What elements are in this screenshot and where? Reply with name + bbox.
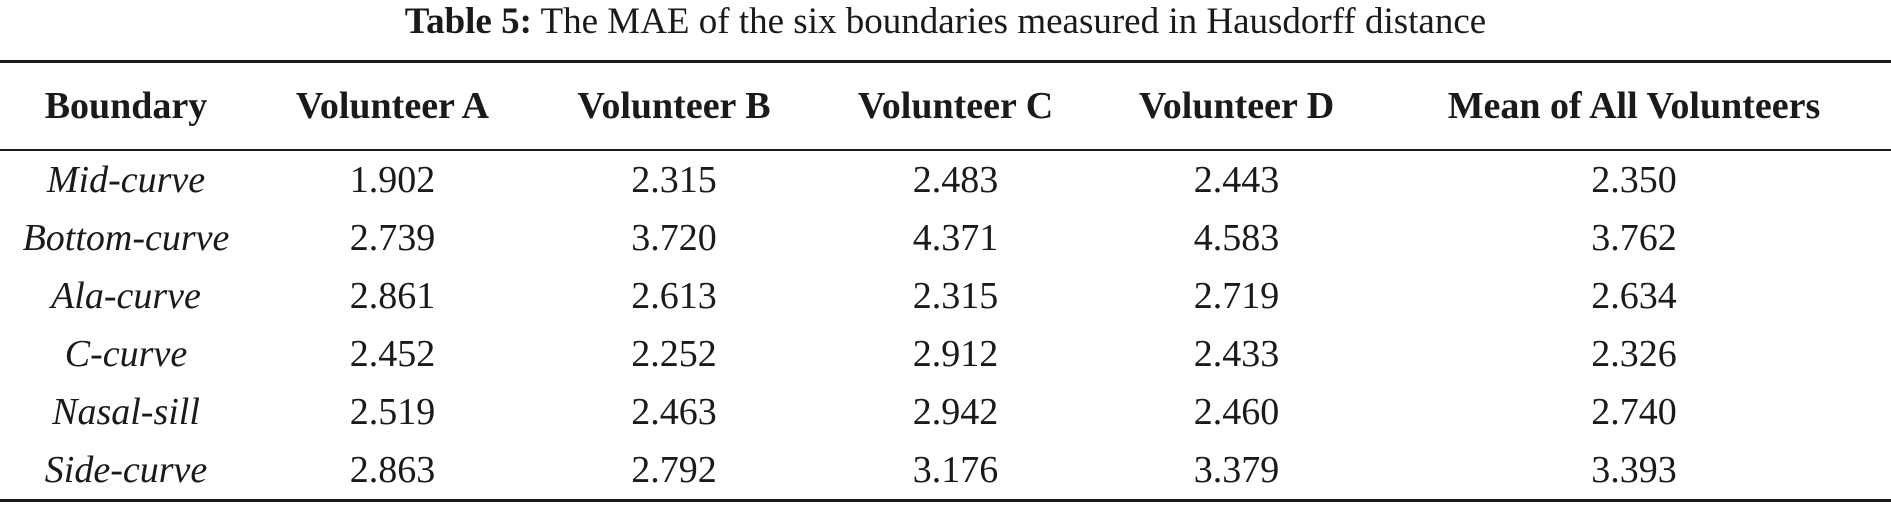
boundary-cell: Mid-curve bbox=[46, 159, 206, 201]
mean-cell: 3.393 bbox=[1591, 449, 1677, 491]
value-cell: 4.371 bbox=[912, 217, 999, 259]
value-cell: 2.315 bbox=[631, 159, 717, 201]
value-cell: 2.861 bbox=[349, 275, 436, 317]
table-caption-text: The MAE of the six boundaries measured i… bbox=[540, 1, 1487, 42]
value-cell: 1.902 bbox=[349, 159, 436, 201]
header-volunteer-d: Volunteer D bbox=[1138, 85, 1335, 127]
mean-cell: 2.350 bbox=[1591, 159, 1677, 201]
value-cell: 3.176 bbox=[912, 449, 999, 491]
value-cell: 2.443 bbox=[1193, 159, 1280, 201]
value-cell: 2.519 bbox=[349, 391, 436, 433]
value-cell: 2.792 bbox=[631, 449, 717, 491]
mean-cell: 3.762 bbox=[1591, 217, 1677, 259]
boundary-cell: C-curve bbox=[64, 333, 188, 375]
mean-cell: 2.326 bbox=[1591, 333, 1677, 375]
table-row: Nasal-sill 2.519 2.463 2.942 2.460 2.740 bbox=[0, 383, 1891, 441]
value-cell: 2.315 bbox=[912, 275, 999, 317]
results-table-container: Boundary Volunteer A Volunteer B Volunte… bbox=[0, 60, 1891, 502]
value-cell: 2.719 bbox=[1193, 275, 1280, 317]
boundary-cell: Ala-curve bbox=[51, 275, 201, 317]
value-cell: 3.379 bbox=[1193, 449, 1280, 491]
table-row: Ala-curve 2.861 2.613 2.315 2.719 2.634 bbox=[0, 267, 1891, 325]
value-cell: 2.252 bbox=[631, 333, 717, 375]
value-cell: 2.863 bbox=[349, 449, 436, 491]
header-row: Boundary Volunteer A Volunteer B Volunte… bbox=[0, 61, 1891, 150]
boundary-cell: Nasal-sill bbox=[52, 391, 200, 433]
mean-cell: 2.740 bbox=[1591, 391, 1677, 433]
table-row: C-curve 2.452 2.252 2.912 2.433 2.326 bbox=[0, 325, 1891, 383]
table-row: Mid-curve 1.902 2.315 2.483 2.443 2.350 bbox=[0, 150, 1891, 209]
table-header: Boundary Volunteer A Volunteer B Volunte… bbox=[0, 61, 1891, 150]
value-cell: 3.720 bbox=[631, 217, 717, 259]
value-cell: 2.942 bbox=[912, 391, 999, 433]
header-boundary: Boundary bbox=[44, 85, 208, 127]
value-cell: 2.613 bbox=[631, 275, 717, 317]
value-cell: 2.483 bbox=[912, 159, 999, 201]
value-cell: 2.433 bbox=[1193, 333, 1280, 375]
table-caption: Table 5: The MAE of the six boundaries m… bbox=[0, 0, 1891, 44]
header-mean: Mean of All Volunteers bbox=[1447, 85, 1821, 127]
table-row: Bottom-curve 2.739 3.720 4.371 4.583 3.7… bbox=[0, 209, 1891, 267]
header-volunteer-b: Volunteer B bbox=[577, 85, 771, 127]
table-caption-label: Table 5: bbox=[404, 1, 532, 42]
value-cell: 2.912 bbox=[912, 333, 999, 375]
value-cell: 2.739 bbox=[349, 217, 436, 259]
results-table: Boundary Volunteer A Volunteer B Volunte… bbox=[0, 60, 1891, 502]
value-cell: 2.452 bbox=[349, 333, 436, 375]
value-cell: 4.583 bbox=[1193, 217, 1280, 259]
header-volunteer-c: Volunteer C bbox=[857, 85, 1054, 127]
boundary-cell: Side-curve bbox=[44, 449, 208, 491]
table-row: Side-curve 2.863 2.792 3.176 3.379 3.393 bbox=[0, 441, 1891, 501]
value-cell: 2.463 bbox=[631, 391, 717, 433]
value-cell: 2.460 bbox=[1193, 391, 1280, 433]
mean-cell: 2.634 bbox=[1591, 275, 1677, 317]
header-volunteer-a: Volunteer A bbox=[295, 85, 490, 127]
table-body: Mid-curve 1.902 2.315 2.483 2.443 2.350 … bbox=[0, 150, 1891, 501]
boundary-cell: Bottom-curve bbox=[22, 217, 230, 259]
